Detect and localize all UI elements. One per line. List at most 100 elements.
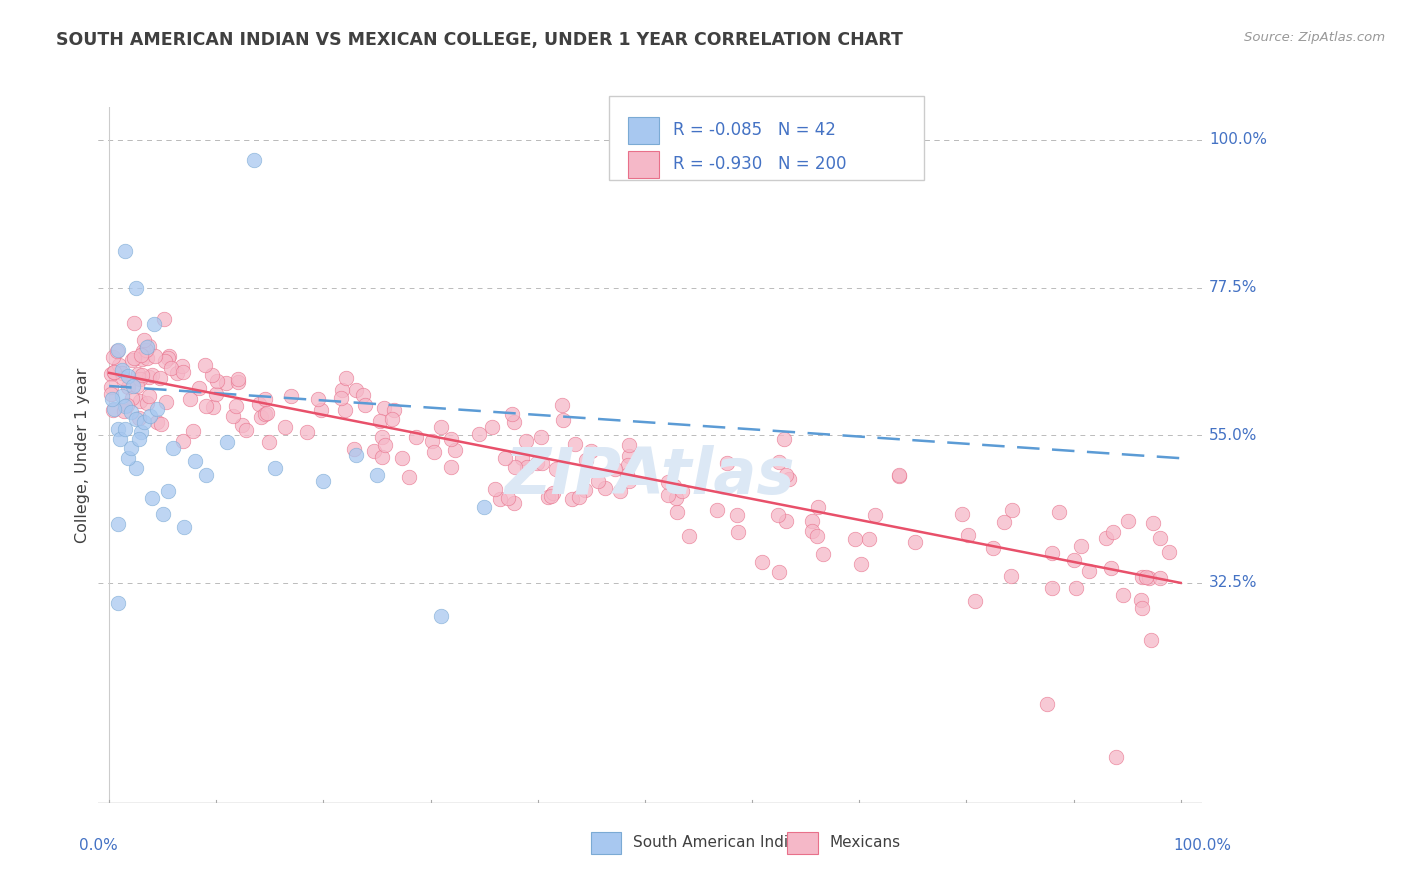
Point [568, 490, 591, 504]
Point [373, 401, 395, 415]
Point [343, 442, 366, 457]
Point [124, 351, 146, 366]
Point [662, 479, 685, 493]
Point [162, 442, 184, 456]
Point [111, 362, 134, 376]
Point [1040, 546, 1063, 560]
Point [1035, 698, 1057, 712]
Point [950, 508, 973, 522]
Point [1130, 570, 1153, 584]
Point [103, 403, 125, 417]
Point [274, 419, 297, 434]
Point [129, 425, 152, 439]
Point [1149, 571, 1171, 585]
Point [312, 474, 335, 488]
Point [540, 489, 562, 503]
Point [117, 451, 139, 466]
Point [370, 450, 392, 465]
Point [107, 516, 129, 531]
Point [775, 514, 797, 528]
Point [546, 462, 568, 476]
Point [107, 343, 129, 357]
Point [121, 379, 143, 393]
Point [617, 438, 640, 452]
Point [152, 507, 174, 521]
Point [502, 496, 524, 510]
Point [120, 405, 142, 419]
Point [129, 347, 152, 361]
Point [194, 467, 217, 482]
Point [370, 429, 392, 443]
Point [100, 387, 122, 401]
Point [617, 475, 640, 489]
Point [117, 398, 139, 412]
Point [254, 392, 277, 407]
Point [121, 392, 143, 406]
Point [201, 368, 224, 383]
Point [135, 343, 157, 357]
Point [481, 420, 503, 434]
Point [112, 403, 135, 417]
Point [1001, 503, 1024, 517]
Point [128, 371, 150, 385]
Point [807, 500, 830, 515]
Text: 100.0%: 100.0% [1209, 132, 1267, 147]
Point [122, 316, 145, 330]
Point [1129, 593, 1152, 607]
Point [1063, 553, 1085, 567]
Point [398, 470, 420, 484]
Point [329, 392, 352, 406]
Point [247, 397, 270, 411]
Point [214, 376, 236, 390]
Point [551, 398, 574, 412]
Point [603, 462, 626, 476]
Point [657, 488, 679, 502]
Point [773, 432, 796, 446]
Point [335, 371, 357, 385]
Point [531, 456, 554, 470]
Point [138, 338, 160, 352]
Point [768, 455, 790, 469]
Point [363, 443, 385, 458]
Point [1111, 588, 1133, 602]
Point [530, 430, 553, 444]
Point [125, 379, 148, 393]
Point [295, 425, 318, 439]
Point [129, 394, 152, 409]
Point [157, 349, 180, 363]
Point [1064, 581, 1087, 595]
Point [111, 389, 134, 403]
Point [806, 529, 828, 543]
Point [766, 508, 789, 522]
Point [858, 532, 880, 546]
Point [139, 409, 162, 423]
Point [131, 352, 153, 367]
Point [981, 541, 1004, 555]
Point [132, 333, 155, 347]
Point [181, 425, 204, 439]
Point [215, 434, 238, 449]
Point [170, 359, 193, 373]
Point [243, 153, 266, 167]
Point [381, 412, 404, 426]
Point [125, 280, 148, 294]
Point [114, 399, 136, 413]
Point [423, 445, 446, 459]
Point [844, 533, 866, 547]
Point [725, 508, 748, 523]
Point [1040, 581, 1063, 595]
Point [429, 420, 451, 434]
Point [120, 442, 142, 456]
Point [128, 410, 150, 425]
Point [505, 460, 527, 475]
Point [593, 481, 616, 495]
Point [657, 475, 679, 489]
Point [344, 383, 367, 397]
Text: Source: ZipAtlas.com: Source: ZipAtlas.com [1244, 31, 1385, 45]
Point [205, 375, 228, 389]
Point [619, 450, 641, 464]
Point [105, 344, 128, 359]
Text: R = -0.085   N = 42: R = -0.085 N = 42 [673, 121, 837, 139]
Point [101, 392, 124, 406]
Point [1142, 516, 1164, 531]
